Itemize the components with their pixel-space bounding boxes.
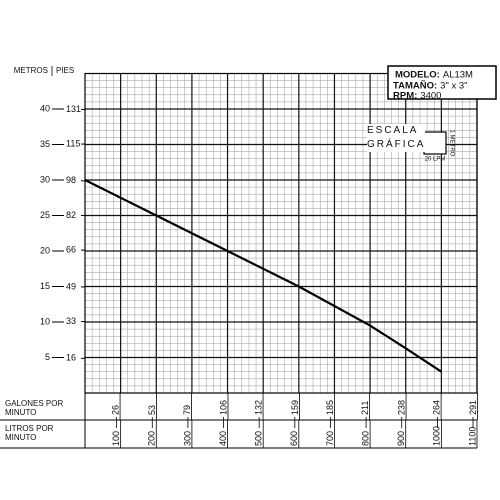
x2-tick-label: 238: [396, 400, 406, 415]
scale-x-step: 20 LPM: [425, 157, 446, 163]
y-tick-label: 25: [40, 210, 50, 220]
info-label: MODELO:: [395, 70, 440, 81]
y2-tick-label: 16: [66, 353, 76, 363]
scale-square: [423, 131, 447, 155]
info-value: AL13M: [443, 70, 473, 81]
info-value: 3400: [420, 91, 441, 102]
y-tick-label: 15: [40, 281, 50, 291]
y-tick-label: 10: [40, 316, 50, 326]
x-tick-label: 700: [325, 431, 335, 446]
y2-tick-label: 33: [66, 316, 76, 326]
x2-tick-label: 211: [360, 401, 370, 415]
x2-tick-label: 185: [325, 400, 335, 415]
info-label: RPM:: [393, 91, 417, 102]
x2-tick-label: 106: [218, 400, 228, 415]
x-tick-label: 400: [218, 431, 228, 446]
y2-tick-label: 131: [66, 104, 81, 114]
x-title: LITROS POR MINUTO: [5, 424, 54, 442]
info-value: 3" x 3": [440, 81, 467, 92]
y2-title: PIES: [56, 66, 74, 75]
y-tick-label: 40: [40, 103, 50, 113]
x-tick-label: 1100: [467, 427, 477, 446]
x2-tick-label: 53: [147, 405, 157, 415]
y-tick-label: 20: [40, 245, 50, 255]
y2-tick-label: 115: [66, 138, 80, 148]
x-tick-label: 200: [147, 431, 157, 446]
y-tick-label: 30: [40, 174, 50, 184]
x2-tick-label: 264: [431, 400, 441, 415]
x2-tick-label: 26: [110, 405, 120, 415]
info-box: [387, 65, 497, 100]
x2-tick-label: 159: [290, 400, 300, 415]
x-tick-label: 900: [396, 431, 406, 446]
y2-tick-label: 98: [66, 175, 76, 185]
x-tick-label: 600: [289, 431, 299, 446]
x-tick-label: 100: [111, 431, 121, 446]
x-tick-label: 1000: [432, 426, 442, 446]
info-label: TAMAÑO:: [393, 81, 437, 92]
curve: [84, 179, 442, 373]
x2-title: GALONES POR MINUTO: [5, 399, 64, 417]
y-tick-label: 5: [45, 352, 50, 362]
x-tick-label: 300: [182, 431, 192, 446]
y-tick-label: 35: [40, 139, 50, 149]
x-tick-label: 500: [254, 431, 264, 446]
y2-tick-label: 82: [66, 210, 76, 220]
x-tick-label: 800: [360, 431, 370, 446]
plot-frame: [84, 72, 478, 394]
scale-y-step: 1 METRO: [448, 130, 454, 157]
y2-tick-label: 49: [66, 281, 76, 291]
x2-tick-label: 79: [182, 405, 192, 415]
x2-tick-label: 132: [253, 400, 263, 415]
x2-tick-label: 291: [468, 400, 478, 415]
y-title: METROS: [14, 66, 48, 75]
scale-title: ESCALA GRÁFICA: [367, 124, 426, 152]
y2-tick-label: 66: [66, 245, 76, 255]
